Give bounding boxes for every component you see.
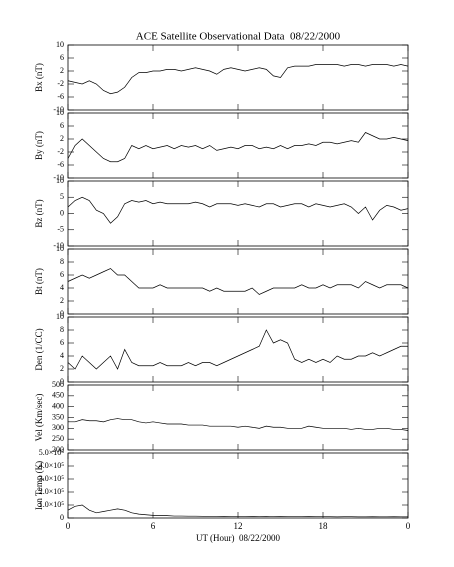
y-tick-label: 2 <box>60 296 64 305</box>
y-tick-label: 3.0×10⁵ <box>39 474 65 483</box>
y-axis-label: By (nT) <box>34 131 44 160</box>
y-axis-label: Bx (nT) <box>34 63 44 92</box>
y-tick-label: 10 <box>56 244 64 253</box>
y-tick-label: 4 <box>60 351 64 360</box>
y-tick-label: 6 <box>60 338 64 347</box>
chart-title: ACE Satellite Observational Data 08/22/2… <box>136 31 341 43</box>
y-tick-label: 1.0×10⁵ <box>39 500 65 509</box>
y-tick-label: 10 <box>56 176 64 185</box>
data-line <box>67 132 409 163</box>
y-tick-label: 2 <box>60 364 64 373</box>
y-tick-label: 8 <box>60 257 64 266</box>
y-tick-label: 250 <box>52 434 64 443</box>
y-tick-label: 5.0×10⁵ <box>39 448 65 457</box>
data-line <box>67 504 408 518</box>
data-line <box>68 418 409 431</box>
data-line <box>67 64 409 95</box>
y-axis-label: Bt (nT) <box>34 268 44 295</box>
y-tick-label: 10 <box>56 312 64 321</box>
y-tick-label: 0 <box>60 377 64 386</box>
panel-frame <box>67 384 409 451</box>
y-tick-label: -2 <box>57 147 64 156</box>
y-tick-label: -10 <box>53 105 64 114</box>
y-tick-label: 0 <box>60 309 64 318</box>
y-axis-label: Ion Temp (K) <box>34 461 44 510</box>
y-tick-label: 6 <box>60 270 64 279</box>
y-tick-label: -10 <box>53 241 64 250</box>
panel-frame <box>67 316 409 383</box>
panel-frame <box>67 44 409 111</box>
y-tick-label: -10 <box>53 173 64 182</box>
x-tick-label: 18 <box>319 521 329 531</box>
y-tick-label: 2 <box>60 134 64 143</box>
y-tick-label: 450 <box>52 391 64 400</box>
y-tick-label: -6 <box>57 92 64 101</box>
y-tick-label: -6 <box>57 160 64 169</box>
y-axis-label: Vel (Km/sec) <box>34 394 44 442</box>
data-line <box>67 329 408 370</box>
x-tick-label: 0 <box>406 521 411 531</box>
y-tick-label: 200 <box>52 445 64 454</box>
y-tick-label: -2 <box>57 79 64 88</box>
y-tick-label: 2.0×10⁵ <box>39 487 65 496</box>
y-tick-label: 10 <box>56 108 64 117</box>
y-tick-label: 4 <box>60 283 64 292</box>
y-tick-label: 0 <box>60 208 64 217</box>
y-tick-label: 300 <box>52 423 64 432</box>
panel-frame <box>67 248 409 315</box>
y-tick-label: 500 <box>52 380 64 389</box>
x-tick-label: 12 <box>234 521 243 531</box>
panel-frame <box>67 452 409 519</box>
x-axis-label: UT (Hour) 08/22/2000 <box>196 533 281 543</box>
y-tick-label: 350 <box>52 412 64 421</box>
y-tick-label: -5 <box>57 225 64 234</box>
y-tick-label: 8 <box>60 325 64 334</box>
y-axis-label: Bz (nT) <box>34 199 44 227</box>
y-tick-label: 6 <box>60 121 64 130</box>
panel-frame <box>67 112 409 179</box>
y-tick-label: 4.0×10⁵ <box>39 461 65 470</box>
y-tick-label: 5 <box>60 192 64 201</box>
y-axis-label: Den (1/CC) <box>34 328 44 370</box>
x-tick-label: 6 <box>151 521 156 531</box>
data-line <box>67 196 409 224</box>
y-tick-label: 0 <box>60 513 64 522</box>
y-tick-label: 2 <box>60 66 64 75</box>
x-tick-label: 0 <box>66 521 71 531</box>
y-tick-label: 6 <box>60 53 64 62</box>
y-tick-label: 400 <box>52 401 64 410</box>
data-line <box>67 268 409 295</box>
y-tick-label: 10 <box>56 40 64 49</box>
